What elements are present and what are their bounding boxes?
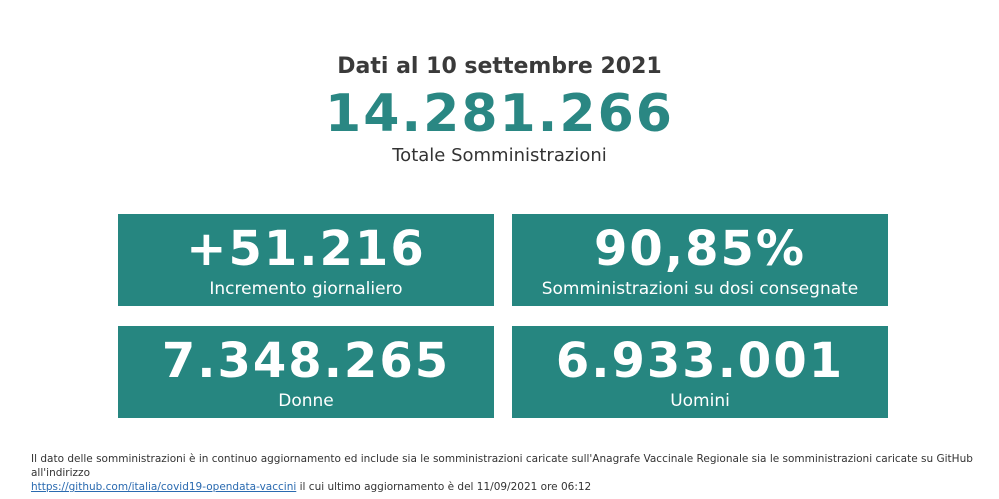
total-administrations-value: 14.281.266 bbox=[325, 84, 674, 144]
total-administrations-label: Totale Somministrazioni bbox=[392, 145, 607, 166]
administered-vs-delivered-card: 90,85% Somministrazioni su dosi consegna… bbox=[512, 214, 888, 306]
men-label: Uomini bbox=[670, 391, 730, 411]
footnote: Il dato delle somministrazioni è in cont… bbox=[31, 452, 981, 494]
daily-increment-label: Incremento giornaliero bbox=[209, 279, 403, 299]
footnote-update-text: il cui ultimo aggiornamento è del 11/09/… bbox=[296, 481, 592, 493]
administered-vs-delivered-label: Somministrazioni su dosi consegnate bbox=[541, 279, 859, 299]
men-card: 6.933.001 Uomini bbox=[512, 326, 888, 418]
women-label: Donne bbox=[278, 391, 334, 411]
administered-vs-delivered-value: 90,85% bbox=[594, 221, 806, 277]
footnote-text: Il dato delle somministrazioni è in cont… bbox=[31, 453, 973, 479]
daily-increment-value: +51.216 bbox=[186, 221, 426, 277]
women-card: 7.348.265 Donne bbox=[118, 326, 494, 418]
daily-increment-card: +51.216 Incremento giornaliero bbox=[118, 214, 494, 306]
men-value: 6.933.001 bbox=[555, 333, 845, 389]
github-link[interactable]: https://github.com/italia/covid19-openda… bbox=[31, 481, 297, 493]
date-line: Dati al 10 settembre 2021 bbox=[337, 54, 662, 79]
women-value: 7.348.265 bbox=[161, 333, 451, 389]
